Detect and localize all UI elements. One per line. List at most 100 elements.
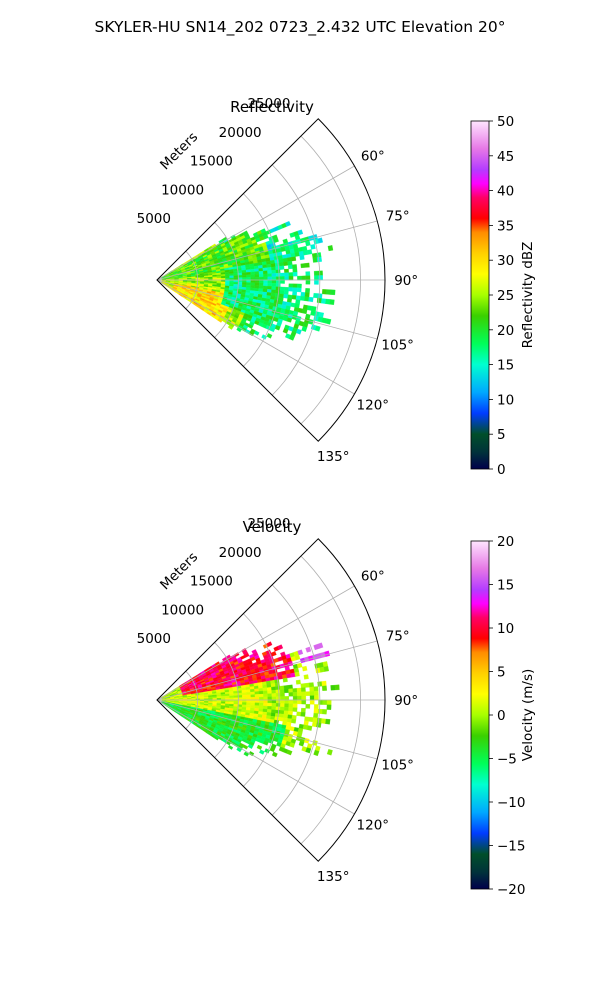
velocity-range-labels: 5000 10000 15000 20000 25000 <box>137 516 291 647</box>
velocity-azimuth-labels: 60° 75° 90° 105° 120° 135° <box>317 568 418 885</box>
echo-cell <box>292 272 298 277</box>
echo-cell <box>325 318 332 325</box>
echo-cell <box>307 725 313 731</box>
echo-cell <box>258 690 264 695</box>
echo-cell <box>302 724 309 730</box>
echo-cell <box>292 268 298 273</box>
velocity-polar-grid <box>156 538 386 862</box>
echo-cell <box>311 252 318 259</box>
echo-cell <box>292 283 298 288</box>
colorbar-tick-label: 25 <box>497 288 514 304</box>
echo-cell <box>279 689 285 694</box>
azimuth-spoke <box>156 279 378 340</box>
echo-cell <box>291 256 297 262</box>
echo-cell <box>292 291 298 296</box>
echo-cell <box>267 286 272 290</box>
echo-cell <box>291 295 297 300</box>
echo-cell <box>288 688 294 693</box>
echo-cell <box>300 291 306 297</box>
echo-cell <box>271 279 277 284</box>
azimuth-spoke <box>156 640 378 701</box>
echo-cell <box>275 272 281 277</box>
echo-cell <box>287 714 293 720</box>
echo-cell <box>220 276 226 279</box>
echo-cell <box>321 298 327 304</box>
echo-cell <box>246 272 251 276</box>
echo-cell <box>271 276 277 281</box>
colorbar-tick-label: 35 <box>497 218 514 234</box>
echo-cell <box>301 699 307 705</box>
echo-cell <box>279 706 285 711</box>
echo-cell <box>246 274 251 278</box>
echo-cell <box>300 711 306 717</box>
echo-cell <box>296 687 302 693</box>
echo-cell <box>245 689 251 693</box>
echo-cell <box>322 289 327 295</box>
echo-cell <box>287 260 293 266</box>
echo-cell <box>309 691 315 696</box>
echo-cell <box>284 286 289 292</box>
azimuth-spoke <box>156 220 378 281</box>
echo-cell <box>288 276 294 281</box>
echo-cell <box>326 704 332 710</box>
echo-cell <box>270 651 277 657</box>
reflectivity-echo-field <box>160 221 336 341</box>
echo-cell <box>254 271 260 275</box>
echo-cell <box>225 695 230 699</box>
echo-cell <box>283 685 289 690</box>
echo-cell <box>250 702 256 706</box>
colorbar-tick-label: 50 <box>497 114 514 130</box>
echo-cell <box>317 293 323 299</box>
range-tick-label: 15000 <box>190 574 233 590</box>
echo-cell <box>284 268 289 274</box>
echo-cell <box>284 706 289 712</box>
echo-cell <box>263 696 268 701</box>
reflectivity-azimuth-labels: 60° 75° 90° 105° 120° 135° <box>317 148 418 465</box>
echo-cell <box>330 684 336 691</box>
echo-cell <box>292 688 298 693</box>
echo-cell <box>262 270 268 275</box>
colorbar-tick-label: 15 <box>497 358 514 374</box>
echo-cell <box>280 703 285 708</box>
echo-cell <box>258 687 264 692</box>
echo-cell <box>271 706 277 711</box>
echo-cell <box>321 680 327 687</box>
echo-cell <box>258 270 264 275</box>
echo-cell <box>267 693 273 698</box>
echo-cell <box>254 691 260 695</box>
echo-cell <box>259 699 264 704</box>
echo-cell <box>254 282 260 286</box>
echo-cell <box>254 699 260 704</box>
echo-cell <box>258 285 264 290</box>
echo-cell <box>225 275 230 279</box>
echo-cell <box>267 279 273 284</box>
echo-cell <box>283 290 289 295</box>
echo-cell <box>325 718 331 725</box>
sector-frame <box>156 118 386 442</box>
echo-cell <box>318 699 323 705</box>
echo-cell <box>212 276 218 279</box>
echo-cell <box>250 271 256 275</box>
echo-cell <box>256 744 263 750</box>
echo-cell <box>271 269 277 274</box>
echo-cell <box>305 279 311 285</box>
echo-cell <box>309 686 315 692</box>
echo-cell <box>276 276 281 281</box>
echo-cell <box>288 334 295 341</box>
reflectivity-panel: Reflectivity 5000 10000 15000 20000 25000 60… <box>137 96 536 478</box>
echo-cell <box>279 262 285 267</box>
echo-cell <box>266 333 273 339</box>
echo-cell <box>288 707 294 712</box>
echo-cell <box>258 702 264 707</box>
echo-cell <box>304 716 310 722</box>
echo-cell <box>314 325 321 332</box>
echo-cell <box>305 704 311 709</box>
range-tick-label: 5000 <box>137 631 171 647</box>
echo-cell <box>300 687 306 693</box>
echo-cell <box>204 696 209 699</box>
echo-cell <box>300 707 306 713</box>
echo-cell <box>275 689 281 694</box>
echo-cell <box>292 695 298 701</box>
echo-cell <box>322 685 327 691</box>
reflectivity-range-labels: 5000 10000 15000 20000 25000 <box>137 96 291 227</box>
